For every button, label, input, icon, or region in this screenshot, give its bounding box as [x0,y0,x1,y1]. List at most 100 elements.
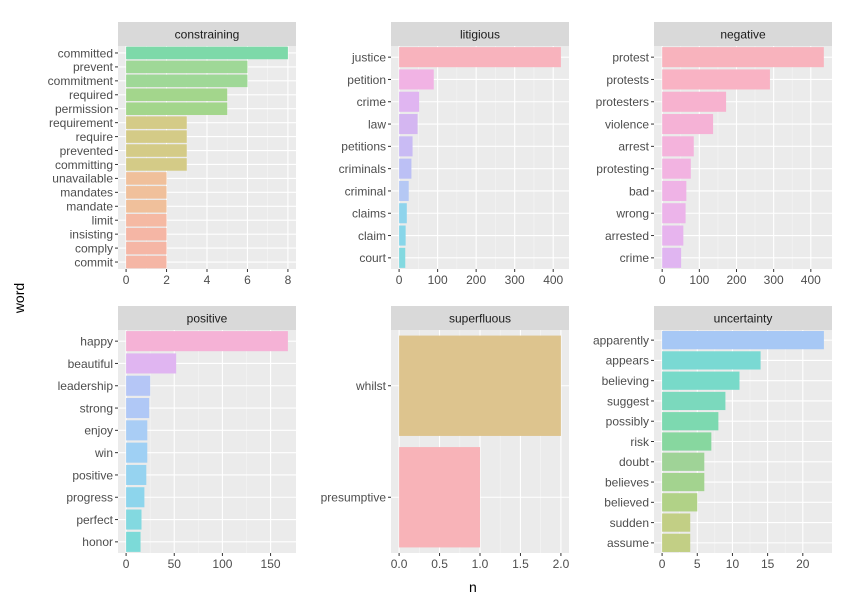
bar-criminals [399,158,412,179]
bar-risk [662,432,712,451]
bar-doubt [662,452,705,471]
category-label: assume [607,536,649,550]
bar-commit [126,255,167,269]
category-label: leadership [58,379,114,393]
category-label: required [69,88,113,102]
bar-prevented [126,144,187,157]
bar-violence [662,114,714,135]
panel-litigious: litigious 0 100 200 300 400 justice petition cri… [339,22,569,287]
bar-enjoy [126,420,148,441]
panel-title: litigious [460,28,500,42]
bar-claims [399,203,407,224]
x-tick-label: 0 [659,557,666,571]
category-label: believed [604,496,649,510]
category-label: violence [605,117,649,131]
bar-protest [662,47,824,68]
bar-require [126,130,187,143]
x-tick-label: 300 [764,273,784,287]
bar-positive [126,464,147,485]
x-tick-label: 8 [285,273,292,287]
bar-justice [399,47,561,68]
category-label: beautiful [68,357,113,371]
category-label: commitment [48,74,114,88]
panel-title: superfluous [449,312,511,326]
bar-protests [662,69,770,90]
category-label: petition [347,73,386,87]
category-label: protesting [596,162,649,176]
category-label: requirement [49,116,114,130]
category-label: protests [606,73,649,87]
x-tick-label: 100 [212,557,232,571]
bar-apparently [662,331,824,350]
category-label: committed [58,46,113,60]
category-label: mandates [60,186,113,200]
panel-strip [654,22,832,46]
bar-perfect [126,509,142,530]
bar-believed [662,493,698,512]
category-label: believes [605,475,649,489]
x-tick-label: 0 [396,273,403,287]
bar-arrested [662,225,684,246]
x-axis-title: n [469,579,477,595]
bar-suggest [662,391,726,411]
bar-limit [126,213,167,227]
bar-whilst [399,335,561,436]
x-tick-label: 2.0 [553,557,570,571]
panel-strip [654,306,832,330]
bar-permission [126,102,228,115]
x-tick-label: 4 [204,273,211,287]
category-label: appears [606,354,649,368]
category-label: believing [602,374,649,388]
category-label: limit [92,214,114,228]
panel-title: uncertainty [714,312,773,326]
category-label: enjoy [84,424,113,438]
bar-honor [126,531,141,552]
category-label: strong [80,401,113,415]
x-tick-label: 300 [505,273,525,287]
bar-insisting [126,227,167,241]
category-label: apparently [593,333,649,347]
category-label: prevented [60,144,113,158]
category-label: justice [351,50,386,64]
category-label: claims [352,207,386,221]
category-label: crime [620,251,650,265]
bar-claim [399,225,406,246]
panel-title: negative [720,28,766,42]
bar-progress [126,487,145,508]
x-tick-label: 200 [726,273,746,287]
x-tick-label: 100 [428,273,448,287]
bar-required [126,88,228,102]
category-label: bad [629,184,649,198]
y-axis-title: word [11,282,28,314]
x-tick-label: 0.5 [431,557,448,571]
category-label: crime [357,95,387,109]
panel-uncertainty: uncertainty 0 5 10 15 20 apparently appears beli… [593,306,832,571]
bar-assume [662,533,691,552]
category-label: permission [55,102,113,116]
x-tick-label: 50 [168,557,182,571]
bar-commitment [126,74,248,88]
category-label: mandate [66,200,113,214]
bar-comply [126,241,167,255]
bar-mandates [126,186,167,199]
x-tick-label: 1.0 [472,557,489,571]
category-label: risk [630,435,650,449]
category-label: arrested [605,229,649,243]
category-label: court [359,251,386,265]
category-label: criminal [345,184,386,198]
bar-believing [662,371,740,390]
category-label: happy [80,334,113,348]
category-label: suggest [607,394,650,408]
bar-petition [399,69,434,90]
category-label: claim [358,229,386,243]
category-label: honor [82,535,113,549]
category-label: insisting [70,227,113,241]
category-label: whilst [355,379,387,393]
bar-strong [126,398,150,419]
bar-possibly [662,412,719,431]
x-tick-label: 20 [796,557,810,571]
category-label: progress [66,491,113,505]
category-label: arrest [618,140,649,154]
category-label: presumptive [321,491,387,505]
